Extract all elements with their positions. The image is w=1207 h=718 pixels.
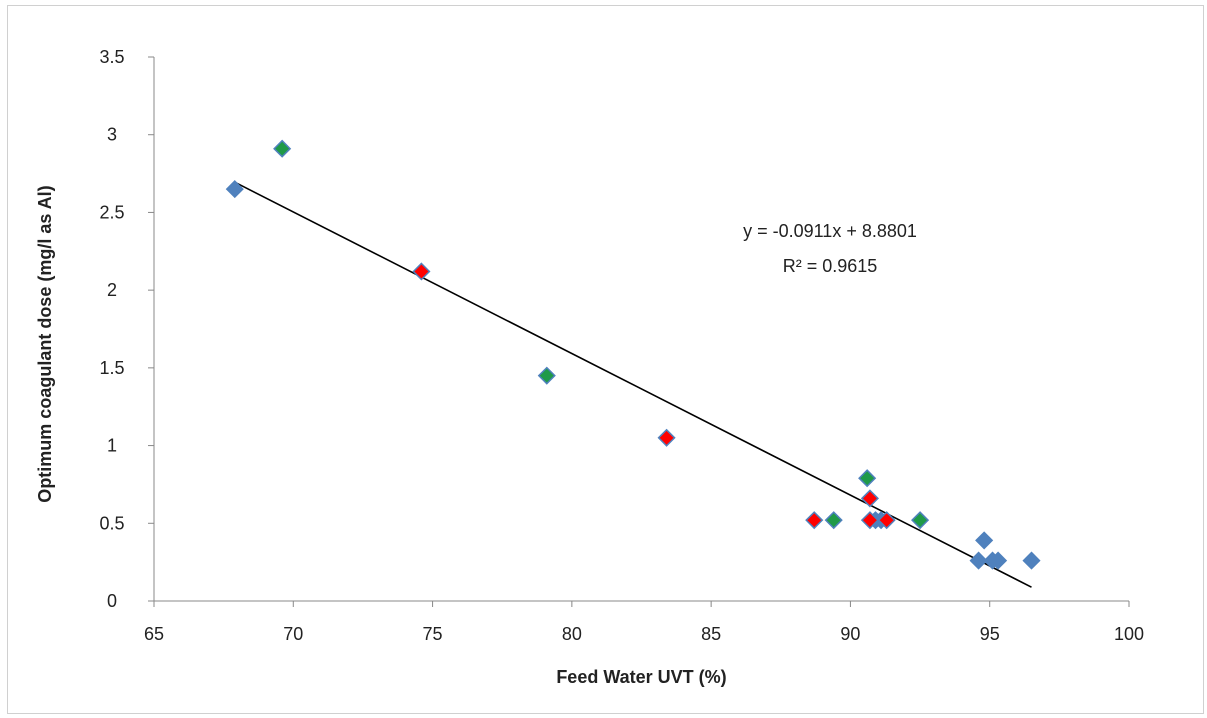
data-point-red [860, 489, 879, 508]
trendline-equation: y = -0.0911x + 8.8801 [743, 221, 917, 241]
y-tick-label: 3.5 [99, 47, 124, 67]
chart-frame [7, 5, 1204, 714]
y-tick-label: 0 [107, 591, 117, 611]
data-point-green [824, 511, 843, 530]
data-point-red [805, 511, 824, 530]
data-points [225, 139, 1041, 570]
data-point-green [858, 469, 877, 488]
x-tick-label: 80 [562, 624, 582, 644]
data-point-red [877, 511, 896, 530]
data-point-blue [1022, 551, 1041, 570]
y-tick-label: 2.5 [99, 202, 124, 222]
x-tick-label: 90 [840, 624, 860, 644]
x-tick-label: 75 [423, 624, 443, 644]
trendline-r-squared: R² = 0.9615 [783, 256, 878, 276]
data-point-red [860, 511, 879, 530]
x-tick-label: 95 [980, 624, 1000, 644]
x-tick-label: 85 [701, 624, 721, 644]
x-ticks: 65 70 75 80 85 90 95 100 [144, 601, 1144, 644]
y-tick-label: 1.5 [99, 358, 124, 378]
x-tick-label: 70 [283, 624, 303, 644]
y-tick-label: 1 [107, 436, 117, 456]
data-point-blue [989, 551, 1008, 570]
y-ticks: 0 0.5 1 1.5 2 2.5 3 3.5 [99, 47, 154, 611]
data-point-green [911, 511, 930, 530]
data-point-blue [975, 531, 994, 550]
data-point-green [537, 366, 556, 385]
x-axis-title: Feed Water UVT (%) [556, 667, 726, 687]
x-tick-label: 65 [144, 624, 164, 644]
axes [153, 57, 1129, 602]
data-point-red [412, 262, 431, 281]
y-tick-label: 2 [107, 280, 117, 300]
x-tick-label: 100 [1114, 624, 1144, 644]
y-axis-title: Optimum coagulant dose (mg/l as Al) [35, 185, 55, 502]
trendline [234, 181, 1032, 588]
data-point-blue [969, 551, 988, 570]
y-tick-label: 0.5 [99, 513, 124, 533]
data-point-green [273, 139, 292, 158]
data-point-blue [225, 180, 244, 199]
y-tick-label: 3 [107, 125, 117, 145]
data-point-red [657, 428, 676, 447]
